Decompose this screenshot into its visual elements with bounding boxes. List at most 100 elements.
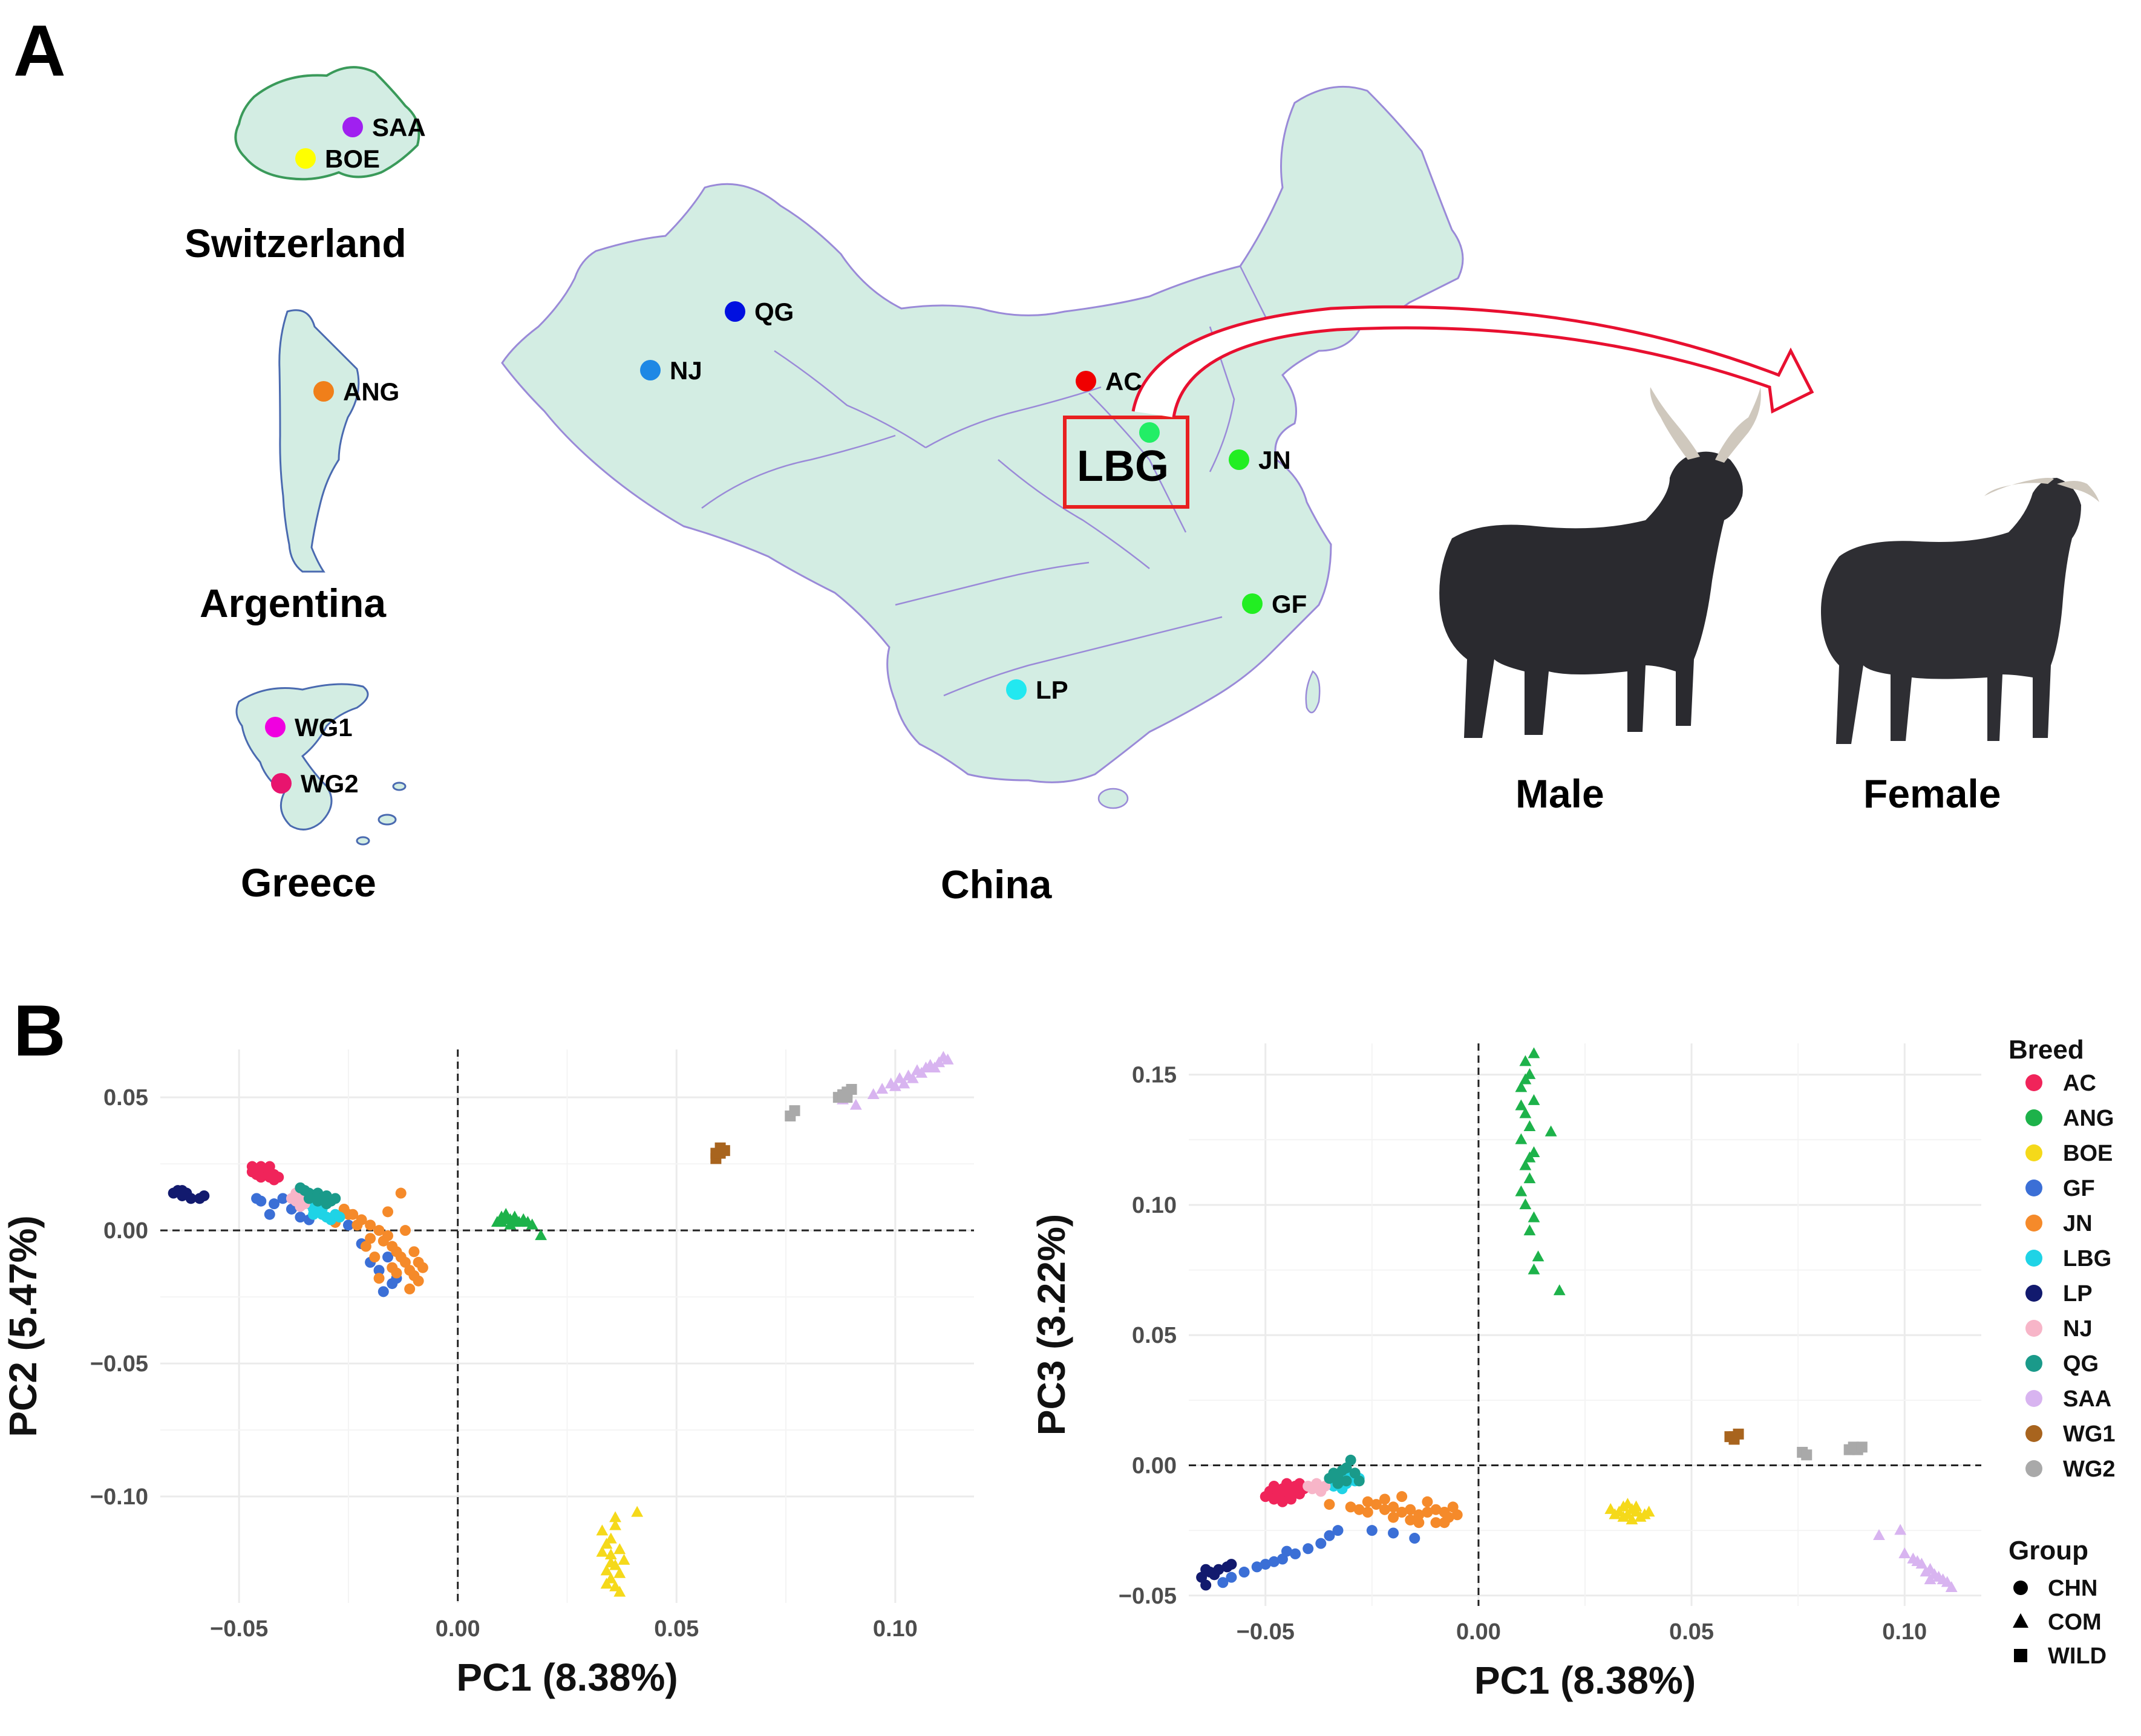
legend-breed-title: Breed xyxy=(2009,1035,2084,1065)
legend-swatch-nj xyxy=(2025,1320,2042,1337)
point-gf xyxy=(295,1212,306,1223)
point-gf xyxy=(1238,1567,1250,1578)
point-lp xyxy=(1200,1579,1212,1591)
point-saa xyxy=(889,1080,901,1091)
point-jn xyxy=(382,1206,394,1218)
site-label-wg2: WG2 xyxy=(301,769,359,798)
point-ang xyxy=(1523,1120,1536,1131)
point-gf xyxy=(1303,1543,1314,1555)
legend-label-nj: NJ xyxy=(2063,1316,2093,1342)
legend-label-wild: WILD xyxy=(2048,1643,2107,1669)
point-lp xyxy=(1226,1559,1237,1570)
point-jn xyxy=(1430,1517,1442,1529)
country-label-argentina: Argentina xyxy=(200,581,387,625)
series-nj xyxy=(1303,1478,1331,1497)
point-jn xyxy=(1422,1507,1433,1518)
legend-swatch-saa xyxy=(2025,1390,2042,1407)
legend-label-gf: GF xyxy=(2063,1176,2095,1201)
legend-shape-wild xyxy=(2014,1649,2027,1662)
point-ang xyxy=(526,1218,538,1230)
taiwan-map xyxy=(1305,670,1321,714)
point-saa xyxy=(876,1083,889,1094)
point-jn xyxy=(1396,1491,1408,1503)
site-dot-saa xyxy=(342,117,363,137)
point-ang xyxy=(1523,1172,1536,1184)
legend-swatch-qg xyxy=(2025,1355,2042,1372)
point-ang xyxy=(1519,1073,1532,1085)
point-ang xyxy=(1553,1284,1566,1296)
point-jn xyxy=(1405,1504,1416,1515)
point-boe xyxy=(609,1511,621,1522)
point-boe xyxy=(1643,1506,1655,1517)
point-qg xyxy=(321,1198,332,1210)
point-qg xyxy=(1353,1475,1365,1487)
point-gf xyxy=(1409,1533,1420,1544)
series-lbg xyxy=(303,1198,345,1225)
point-jn xyxy=(391,1267,402,1279)
photo-label-female: Female xyxy=(1863,771,2001,816)
site-dot-qg xyxy=(725,301,745,322)
series-gf xyxy=(1217,1525,1420,1588)
point-ang xyxy=(1515,1081,1528,1092)
legend-label-ang: ANG xyxy=(2063,1106,2114,1131)
point-saa xyxy=(1873,1529,1885,1540)
series-ang xyxy=(491,1207,548,1241)
point-jn xyxy=(382,1230,394,1241)
series-wg2 xyxy=(1797,1441,1868,1461)
panel-b-letter: B xyxy=(13,990,66,1071)
point-saa xyxy=(929,1061,941,1072)
series-wg1 xyxy=(710,1142,730,1164)
point-qg xyxy=(1345,1454,1356,1466)
point-ang xyxy=(1528,1094,1540,1105)
point-jn xyxy=(1396,1507,1408,1518)
greece-island xyxy=(392,782,407,791)
y-tick-label: −0.05 xyxy=(1119,1584,1177,1609)
point-lbg xyxy=(334,1212,345,1223)
site-dot-lp xyxy=(1006,679,1027,700)
point-gf xyxy=(1324,1530,1335,1541)
point-ang xyxy=(1523,1151,1536,1163)
point-gf xyxy=(1315,1538,1327,1549)
point-ang xyxy=(1515,1185,1528,1196)
y-axis-title: PC2 (5.47%) xyxy=(1,1215,45,1437)
point-gf xyxy=(373,1265,385,1276)
point-boe xyxy=(613,1567,626,1578)
legend-group-title: Group xyxy=(2009,1536,2088,1565)
legend-groups: CHN COM WILD xyxy=(2013,1576,2107,1669)
point-wg2 xyxy=(789,1105,800,1117)
point-jn xyxy=(365,1219,376,1231)
point-gf xyxy=(378,1286,389,1297)
legend-label-lbg: LBG xyxy=(2063,1246,2111,1271)
point-ang xyxy=(508,1216,521,1227)
legend-swatch-ang xyxy=(2025,1109,2042,1126)
point-jn xyxy=(1353,1504,1365,1515)
series-ang xyxy=(1515,1047,1566,1296)
point-boe xyxy=(600,1564,613,1576)
point-ang xyxy=(1519,1198,1532,1210)
series-lp xyxy=(168,1185,210,1204)
site-label-boe: BOE xyxy=(325,145,380,173)
greece-island xyxy=(356,836,370,846)
point-ang xyxy=(1532,1250,1544,1262)
point-saa xyxy=(915,1066,928,1078)
series-jn xyxy=(1324,1491,1463,1529)
site-dot-wg2 xyxy=(271,773,292,794)
point-jn xyxy=(1388,1512,1399,1523)
point-jn xyxy=(1413,1509,1425,1521)
point-jn xyxy=(1345,1501,1356,1513)
point-ang xyxy=(1519,1107,1532,1118)
point-jn xyxy=(373,1225,385,1236)
point-jn xyxy=(1422,1496,1433,1507)
country-label-china: China xyxy=(941,862,1053,907)
point-ang xyxy=(1528,1211,1540,1222)
site-label-ang: ANG xyxy=(343,377,399,406)
point-saa xyxy=(849,1098,862,1110)
legend-label-lp: LP xyxy=(2063,1281,2093,1307)
point-gf xyxy=(264,1209,275,1220)
point-ang xyxy=(1515,1133,1528,1144)
point-gf xyxy=(1226,1571,1237,1583)
point-lp xyxy=(177,1185,188,1196)
legend-swatch-ac xyxy=(2025,1074,2042,1091)
point-jn xyxy=(1370,1499,1382,1510)
